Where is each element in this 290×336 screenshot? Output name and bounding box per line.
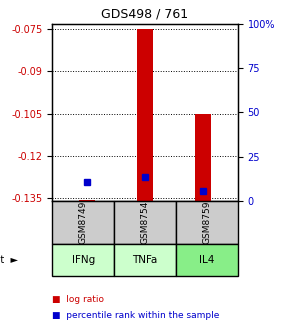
Text: GSM8754: GSM8754 bbox=[140, 201, 150, 244]
Text: TNFa: TNFa bbox=[132, 255, 158, 264]
FancyBboxPatch shape bbox=[114, 201, 176, 244]
FancyBboxPatch shape bbox=[176, 244, 238, 276]
Bar bbox=[195, 114, 211, 201]
FancyBboxPatch shape bbox=[114, 244, 176, 276]
Bar bbox=[137, 29, 153, 201]
Title: GDS498 / 761: GDS498 / 761 bbox=[102, 8, 188, 21]
Text: ■  log ratio: ■ log ratio bbox=[52, 295, 104, 304]
Text: GSM8759: GSM8759 bbox=[202, 201, 211, 244]
FancyBboxPatch shape bbox=[176, 201, 238, 244]
FancyBboxPatch shape bbox=[52, 244, 114, 276]
FancyBboxPatch shape bbox=[52, 201, 114, 244]
Text: agent  ►: agent ► bbox=[0, 255, 18, 264]
Text: IFNg: IFNg bbox=[72, 255, 95, 264]
Text: IL4: IL4 bbox=[199, 255, 215, 264]
Text: GSM8749: GSM8749 bbox=[79, 201, 88, 244]
Bar bbox=[79, 200, 95, 201]
Text: ■  percentile rank within the sample: ■ percentile rank within the sample bbox=[52, 310, 220, 320]
